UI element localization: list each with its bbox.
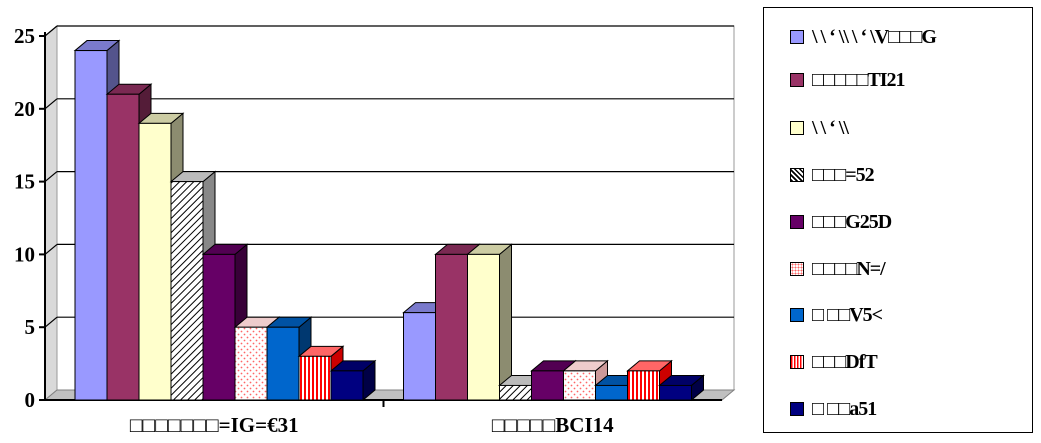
bar-front [563, 370, 596, 401]
legend-label: \ \ ‘ \\ \ ‘ \V□□□G [812, 25, 937, 48]
gridline-diagonal [44, 243, 58, 255]
legend-item: \ \ ‘ \\ \ ‘ \V□□□G [790, 25, 937, 48]
legend-swatch [790, 262, 804, 276]
x-tick-label: □□□□□□□=IG=€31 [130, 413, 299, 437]
y-tick-label: 0 [25, 388, 36, 412]
bar-chart: 0 5 10 15 20 25 □□□□□□□=IG=€31 □□□□□BCI14 [14, 24, 736, 437]
bar-front [595, 384, 628, 401]
bar-front [627, 370, 660, 401]
gridline-diagonal [44, 316, 58, 328]
legend-item: □ □□a51 [790, 397, 877, 420]
legend-item: □□□□N=/ [790, 257, 886, 280]
side-wall [44, 24, 58, 402]
gridline-diagonal [44, 25, 58, 37]
gridline-diagonal [44, 98, 58, 110]
bar [329, 359, 377, 402]
legend-swatch [790, 215, 804, 229]
legend-swatch [790, 402, 804, 416]
bar-front [298, 355, 332, 401]
bar-front [106, 93, 140, 401]
legend-label: □□□□N=/ [812, 257, 886, 280]
legend-label: □ □□a51 [812, 397, 877, 420]
x-tick-label: □□□□□BCI14 [492, 413, 614, 437]
legend-item: □□□DfT [790, 350, 878, 373]
legend-swatch [790, 30, 804, 44]
bar [466, 243, 513, 402]
y-tick-label: 15 [14, 170, 35, 194]
legend-label: □ □□V5< [812, 303, 883, 326]
legend-label: □□□=52 [812, 163, 875, 186]
legend-swatch [790, 121, 804, 135]
legend-swatch [790, 355, 804, 369]
bar-front [403, 312, 436, 401]
legend-item: □□□=52 [790, 163, 875, 186]
legend-item: □ □□V5< [790, 303, 883, 326]
legend-swatch [790, 73, 804, 87]
legend-label: □□□□□TI21 [812, 68, 906, 91]
bar-front [74, 50, 108, 401]
y-tick-label: 10 [14, 242, 35, 266]
y-tick-label: 20 [14, 97, 35, 121]
legend-label: \ \ ‘ \\ [812, 116, 849, 139]
bars [73, 39, 705, 402]
bar-front [266, 326, 300, 401]
legend-item: \ \ ‘ \\ [790, 116, 849, 139]
gridline-diagonal [44, 171, 58, 183]
legend-swatch [790, 308, 804, 322]
bar-front [202, 253, 236, 401]
bar-front [138, 122, 172, 401]
bar-front [499, 384, 532, 401]
bar-front [234, 326, 268, 401]
legend-swatch [790, 168, 804, 182]
bar-front [435, 253, 468, 401]
legend-label: □□□DfT [812, 350, 878, 373]
bar-front [170, 181, 204, 401]
bar [658, 374, 705, 402]
legend-item: □□□G25D [790, 210, 892, 233]
bar-front [467, 253, 500, 401]
y-tick-label: 25 [14, 24, 35, 48]
bar-front [659, 384, 692, 401]
bar-front [330, 370, 364, 401]
y-tick-label: 5 [25, 315, 36, 339]
legend: \ \ ‘ \\ \ ‘ \V□□□G □□□□□TI21 \ \ ‘ \\ □□□=… [763, 7, 1033, 433]
legend-item: □□□□□TI21 [790, 68, 906, 91]
bar-front [531, 370, 564, 401]
legend-label: □□□G25D [812, 210, 892, 233]
tick-labels: 0 5 10 15 20 25 □□□□□□□=IG=€31 □□□□□BCI14 [14, 24, 614, 437]
